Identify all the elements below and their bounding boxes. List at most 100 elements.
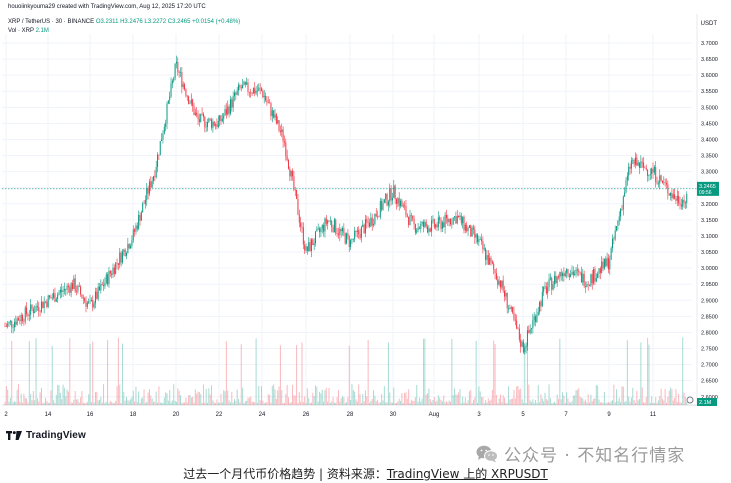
candle-body	[40, 301, 42, 312]
volume-bar	[598, 399, 600, 405]
volume-bar	[560, 399, 562, 405]
candle-body	[494, 269, 496, 274]
volume-bar	[436, 400, 438, 405]
volume-bar	[416, 384, 418, 405]
source-link[interactable]: TradingView 上的 XRPUSDT	[386, 467, 548, 481]
candle-body	[414, 224, 416, 233]
candle-body	[88, 301, 90, 303]
volume-bar	[286, 384, 288, 405]
volume-bar	[674, 397, 676, 405]
volume-bar	[104, 402, 106, 405]
candle-body	[397, 198, 399, 204]
candle-body	[50, 297, 52, 299]
volume-bar	[649, 402, 651, 405]
volume-bar	[288, 397, 289, 405]
candle-body	[634, 157, 636, 165]
candle-body	[423, 221, 424, 228]
volume-bar	[123, 391, 125, 405]
volume-bar	[211, 385, 213, 405]
candle-body	[335, 219, 337, 234]
candle-body	[359, 233, 361, 238]
volume-bar	[31, 400, 33, 405]
candle-body	[69, 287, 71, 293]
volume-bar	[443, 395, 445, 405]
volume-bar	[514, 398, 516, 405]
candle-body	[47, 295, 49, 307]
candle-body	[585, 286, 586, 287]
candle-body	[329, 220, 331, 222]
volume-bar	[251, 401, 253, 405]
candle-body	[135, 225, 137, 232]
candle-body	[620, 209, 622, 217]
volume-bar	[586, 402, 588, 405]
volume-bar	[279, 345, 281, 405]
volume-bar	[652, 402, 654, 405]
volume-bar	[660, 388, 662, 405]
volume-bar	[205, 388, 207, 405]
volume-bar	[132, 390, 134, 405]
candle-body	[567, 269, 569, 275]
candle-body	[675, 198, 677, 201]
candle-body	[603, 258, 605, 269]
volume-bar	[220, 393, 222, 405]
candle-body	[467, 227, 469, 232]
volume-bar	[379, 402, 381, 405]
volume-bar	[238, 399, 240, 405]
candle-body	[309, 242, 311, 252]
volume-bar	[40, 387, 42, 405]
candle-body	[678, 195, 680, 204]
volume-bar	[153, 401, 154, 405]
candle-body	[474, 229, 476, 238]
volume-bar	[227, 390, 229, 405]
candle-body	[429, 228, 431, 232]
candle-body	[282, 129, 284, 142]
settings-gear-icon[interactable]	[686, 396, 694, 404]
tradingview-logo[interactable]: TradingView	[6, 430, 86, 441]
candle-body	[686, 194, 688, 204]
credit-line: houoiinkyouma29 created with TradingView…	[8, 4, 206, 10]
candle-body	[316, 229, 318, 232]
candle-body	[293, 176, 295, 190]
volume-bar	[552, 402, 554, 405]
volume-bar	[192, 396, 194, 405]
candle-body	[205, 126, 207, 128]
candle-body	[138, 215, 140, 229]
volume-bar	[328, 387, 330, 405]
volume-bar	[126, 396, 127, 405]
volume-bar	[582, 398, 584, 405]
candle-body	[481, 239, 483, 242]
candle-body	[626, 175, 628, 181]
candle-body	[223, 115, 225, 119]
candle-body	[390, 188, 392, 201]
volume-bar	[78, 402, 80, 405]
volume-bar	[180, 395, 181, 405]
candle-body	[560, 272, 562, 277]
candle-body	[90, 300, 92, 302]
volume-bar	[335, 402, 337, 405]
volume-bar	[398, 398, 400, 405]
candle-body	[310, 239, 312, 252]
candle-body	[296, 189, 298, 199]
volume-bar	[28, 341, 30, 405]
volume-bar	[517, 385, 519, 405]
candle-body	[27, 314, 29, 316]
volume-bar	[165, 392, 167, 405]
candle-body	[633, 160, 635, 165]
candle-body	[62, 290, 64, 292]
volume-bar	[101, 402, 103, 405]
candle-body	[351, 239, 353, 240]
x-tick-label: 28	[347, 412, 354, 418]
candle-body	[58, 292, 60, 295]
wechat-icon	[476, 445, 498, 462]
volume-bar	[499, 394, 501, 405]
volume-bar	[313, 396, 315, 405]
candle-body	[649, 173, 651, 175]
volume-bar	[639, 398, 640, 405]
candle-body	[531, 328, 532, 330]
volume-bar	[417, 401, 419, 405]
volume-bar	[65, 396, 67, 405]
candle-body	[594, 269, 596, 282]
candle-body	[671, 192, 673, 199]
volume-bar	[342, 396, 343, 405]
